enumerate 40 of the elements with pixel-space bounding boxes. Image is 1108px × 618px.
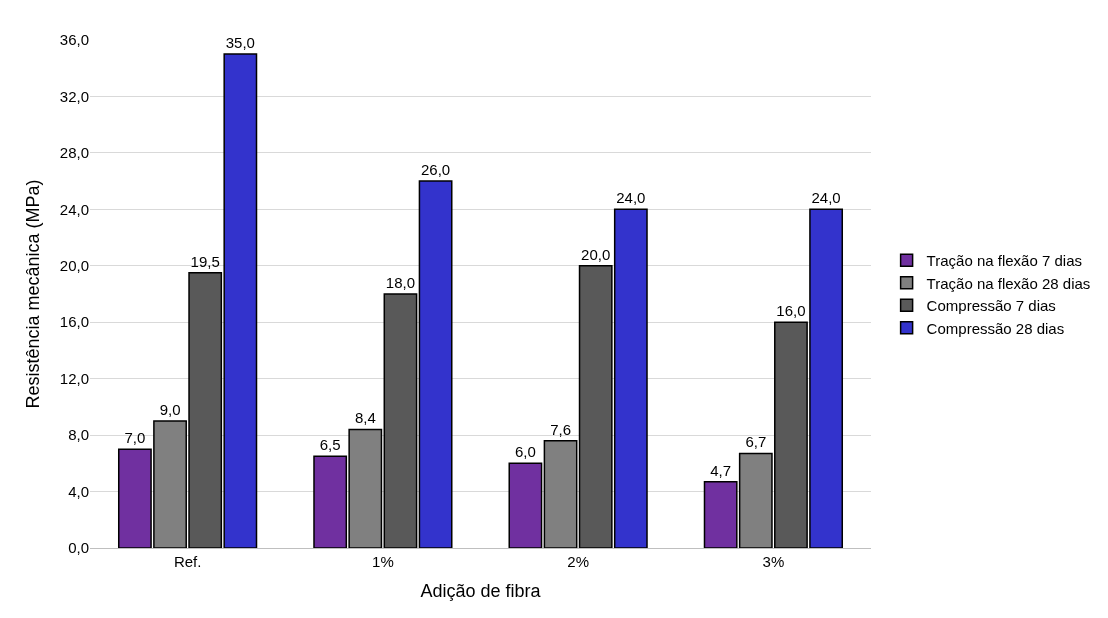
data-label: 6,7 — [745, 433, 767, 451]
data-label: 18,0 — [385, 274, 416, 291]
bar — [508, 462, 543, 548]
y-tick-label: 32,0 — [59, 87, 89, 105]
data-label: 4,7 — [710, 461, 732, 479]
legend-label: Tração na flexão 7 dias — [926, 252, 1082, 270]
data-label: 16,0 — [776, 302, 806, 320]
data-label: 24,0 — [616, 189, 646, 207]
y-tick-label: 4,0 — [68, 482, 89, 500]
data-label: 7,0 — [124, 429, 146, 447]
x-axis-title: Adição de fibra — [420, 581, 542, 602]
y-tick-label: 8,0 — [68, 426, 89, 444]
y-tick-label: 24,0 — [59, 200, 89, 218]
x-tick-label: 3% — [762, 553, 785, 570]
y-tick-label: 36,0 — [59, 31, 89, 49]
x-tick-label: 2% — [567, 553, 589, 570]
legend-label: Compressão 28 dias — [926, 319, 1065, 337]
y-tick-label: 12,0 — [59, 369, 89, 387]
data-label: 8,4 — [354, 409, 376, 427]
x-tick-label: 1% — [372, 553, 394, 570]
y-tick-label: 20,0 — [59, 257, 89, 275]
data-label: 6,5 — [319, 436, 341, 454]
data-label: 7,6 — [550, 420, 571, 438]
data-label: 26,0 — [420, 161, 451, 179]
y-tick-label: 16,0 — [59, 313, 89, 331]
bar — [383, 293, 418, 548]
data-label: 35,0 — [225, 34, 255, 52]
data-label: 9,0 — [159, 401, 181, 418]
data-label: 19,5 — [190, 252, 220, 270]
data-label: 20,0 — [581, 245, 611, 263]
bar — [418, 180, 453, 548]
data-label: 24,0 — [811, 189, 841, 207]
x-tick-label: Ref. — [173, 553, 202, 570]
y-tick-label: 0,0 — [68, 539, 89, 557]
legend-label: Tração na flexão 28 dias — [926, 274, 1091, 292]
data-label: 6,0 — [514, 443, 536, 461]
legend-label: Compressão 7 dias — [926, 297, 1056, 315]
y-axis-title: Resistência mecânica (MPa) — [23, 179, 43, 409]
y-tick-label: 28,0 — [59, 144, 89, 162]
bar — [543, 440, 578, 548]
